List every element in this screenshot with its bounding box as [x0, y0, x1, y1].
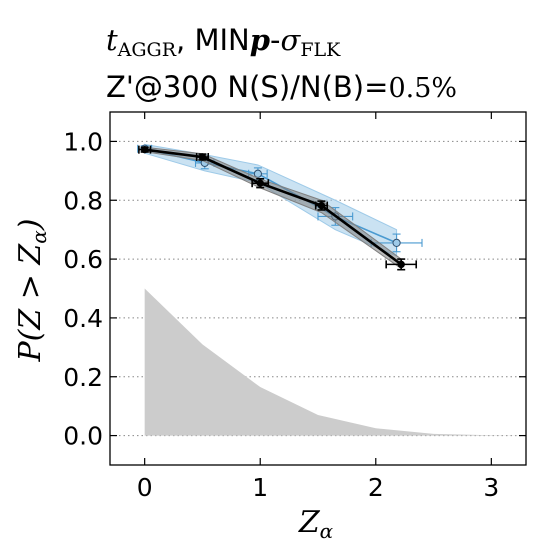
y-tick-label-3: 0.6 [63, 245, 103, 274]
y-axis-label-main: P(Z > Z [13, 243, 48, 363]
x-tick-label-2: 2 [368, 473, 384, 502]
title-sigma: σ [281, 23, 302, 57]
title-bold-p: p [250, 23, 270, 57]
series-black [138, 145, 418, 271]
x-tick-label-1: 1 [252, 473, 268, 502]
series-layer [137, 143, 423, 271]
y-tick-label-4: 0.8 [63, 186, 103, 215]
point-black-2 [256, 179, 264, 187]
background-distribution-area [144, 288, 526, 436]
title-sub-aggr: AGGR [117, 39, 177, 61]
title-dash: - [270, 23, 280, 57]
line-black [144, 148, 402, 266]
plot-frame [109, 111, 527, 466]
band-black [144, 146, 402, 270]
series-blue [137, 143, 423, 257]
x-tick-label-3: 3 [483, 473, 499, 502]
chart-title-line-1: tAGGR, MINp-σFLK [106, 23, 341, 61]
point-blue-2 [253, 169, 263, 178]
chart-title-line-2: Z'@300 N(S)/N(B)=0.5% [106, 70, 457, 104]
title-mid: , MIN [176, 23, 250, 57]
y-axis-label-close: ) [13, 218, 48, 231]
point-black-1 [198, 153, 207, 161]
y-tick-label-5: 1.0 [63, 127, 103, 156]
point-black-3 [317, 201, 326, 210]
y-tick-label-1: 0.2 [63, 363, 103, 392]
background-distribution [144, 288, 526, 436]
x-axis-label: Zα [298, 505, 334, 543]
y-axis-label: P(Z > Zα) [13, 218, 51, 362]
y-tick-label-0: 0.0 [63, 422, 103, 451]
point-blue-4 [392, 238, 401, 248]
title-line2-main: Z'@300 N(S)/N(B)= [106, 70, 388, 104]
title-sub-flk: FLK [300, 39, 341, 61]
x-axis-label-main: Z [298, 505, 321, 540]
point-black-4 [397, 260, 405, 269]
title-line2-value: 0.5% [388, 73, 457, 104]
point-black-0 [140, 145, 149, 154]
ticks: 0 1 2 3 0.0 0.2 0.4 0.6 0.8 1.0 [63, 112, 526, 502]
x-axis-label-sub: α [320, 519, 334, 543]
y-tick-label-2: 0.4 [63, 304, 103, 333]
title-t: t [106, 23, 118, 57]
x-tick-label-0: 0 [137, 473, 153, 502]
y-axis-label-sub: α [27, 230, 51, 244]
